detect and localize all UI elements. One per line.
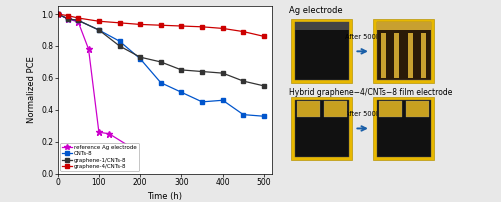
graphene-4/CNTs-8	[240, 30, 246, 33]
Text: After 500h: After 500h	[345, 34, 380, 40]
graphene-1/CNTs-8	[158, 61, 164, 63]
graphene-4/CNTs-8	[55, 13, 61, 15]
graphene-1/CNTs-8	[137, 56, 143, 58]
CNTs-8	[55, 13, 61, 15]
Bar	[295, 22, 349, 80]
Bar	[394, 33, 399, 78]
CNTs-8	[65, 18, 71, 20]
Bar	[295, 22, 349, 30]
Bar	[295, 100, 349, 157]
graphene-4/CNTs-8	[137, 23, 143, 26]
graphene-4/CNTs-8	[220, 27, 226, 30]
CNTs-8	[96, 29, 102, 31]
Bar	[291, 97, 352, 160]
CNTs-8	[75, 19, 81, 22]
reference Ag electrode	[86, 48, 92, 50]
Line: reference Ag electrode: reference Ag electrode	[54, 11, 133, 150]
reference Ag electrode	[75, 21, 81, 23]
reference Ag electrode	[96, 131, 102, 133]
graphene-1/CNTs-8	[261, 85, 267, 87]
graphene-4/CNTs-8	[96, 20, 102, 22]
CNTs-8	[220, 99, 226, 101]
reference Ag electrode	[65, 18, 71, 20]
CNTs-8	[117, 40, 123, 42]
reference Ag electrode	[127, 145, 133, 148]
graphene-4/CNTs-8	[261, 35, 267, 38]
graphene-4/CNTs-8	[75, 17, 81, 19]
CNTs-8	[178, 91, 184, 94]
Bar	[291, 19, 352, 83]
graphene-4/CNTs-8	[199, 26, 205, 28]
graphene-1/CNTs-8	[178, 69, 184, 71]
Bar	[379, 101, 402, 117]
Bar	[298, 101, 320, 117]
Legend: reference Ag electrode, CNTs-8, graphene-1/CNTs-8, graphene-4/CNTs-8: reference Ag electrode, CNTs-8, graphene…	[61, 143, 139, 171]
Line: CNTs-8: CNTs-8	[56, 12, 266, 118]
graphene-4/CNTs-8	[65, 14, 71, 17]
Bar	[373, 97, 434, 160]
graphene-1/CNTs-8	[75, 19, 81, 22]
Bar	[377, 22, 430, 30]
reference Ag electrode	[106, 133, 112, 135]
Bar	[377, 22, 430, 80]
graphene-4/CNTs-8	[117, 22, 123, 24]
graphene-1/CNTs-8	[55, 13, 61, 15]
Text: Ag electrode: Ag electrode	[289, 6, 343, 15]
Bar	[408, 33, 413, 78]
reference Ag electrode	[55, 13, 61, 15]
graphene-4/CNTs-8	[178, 25, 184, 27]
X-axis label: Time (h): Time (h)	[147, 193, 182, 201]
Bar	[421, 33, 426, 78]
CNTs-8	[240, 114, 246, 116]
CNTs-8	[199, 101, 205, 103]
Y-axis label: Normalized PCE: Normalized PCE	[27, 57, 36, 123]
graphene-1/CNTs-8	[96, 29, 102, 31]
Bar	[406, 101, 429, 117]
CNTs-8	[137, 58, 143, 60]
Text: Hybrid graphene−4/CNTs−8 film electrode: Hybrid graphene−4/CNTs−8 film electrode	[289, 88, 452, 97]
Bar	[381, 33, 386, 78]
CNTs-8	[158, 81, 164, 84]
Line: graphene-4/CNTs-8: graphene-4/CNTs-8	[56, 12, 266, 39]
Bar	[377, 100, 430, 157]
Text: After 500h: After 500h	[345, 111, 380, 117]
Line: graphene-1/CNTs-8: graphene-1/CNTs-8	[56, 12, 266, 88]
Bar	[325, 101, 347, 117]
graphene-1/CNTs-8	[65, 18, 71, 20]
Bar	[373, 19, 434, 83]
graphene-1/CNTs-8	[199, 70, 205, 73]
graphene-1/CNTs-8	[220, 72, 226, 74]
CNTs-8	[261, 115, 267, 117]
graphene-4/CNTs-8	[158, 24, 164, 26]
graphene-1/CNTs-8	[240, 80, 246, 82]
graphene-1/CNTs-8	[117, 45, 123, 47]
